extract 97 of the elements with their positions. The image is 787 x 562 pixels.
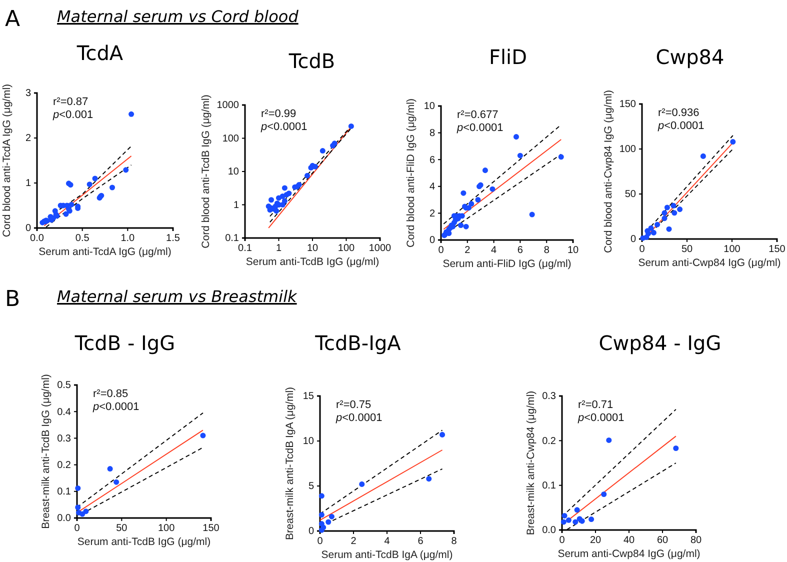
- y-tick-label: 0.4: [57, 406, 72, 418]
- x-tick-label: 2: [350, 536, 357, 548]
- y-tick-label: 10: [228, 166, 240, 178]
- x-tick-label: 0.5: [75, 233, 90, 244]
- x-tick-label: 100: [338, 243, 356, 254]
- y-tick-label: 0.2: [57, 460, 72, 471]
- x-tick-label: 150: [202, 523, 220, 534]
- x-axis-title: Serum anti-TcdB IgA (μg/ml): [321, 549, 453, 561]
- y-axis-title: Breast-milk anti-TcdB IgA (μg/ml): [284, 386, 296, 540]
- annotation: p<0.0001: [335, 412, 382, 424]
- chart-title: FliD: [488, 45, 528, 69]
- x-tick-label: 2: [464, 245, 471, 256]
- y-tick-label: 1: [233, 200, 240, 211]
- annotation: r²=0.99: [261, 108, 296, 120]
- x-axis-title: Serum anti-TcdA IgG (μg/ml): [38, 246, 172, 258]
- y-tick-label: 0.2: [542, 436, 556, 447]
- y-tick-label: 5: [308, 481, 314, 492]
- y-tick-label: 150: [619, 99, 636, 110]
- text: Maternal serum vs Breastmilk: [57, 287, 298, 306]
- x-tick-label: 0: [559, 535, 566, 546]
- annotation: r²=0.677: [457, 109, 498, 121]
- y-tick-label: 100: [222, 133, 240, 144]
- y-axis-title: Cord blood anti-TcdB IgG (μg/ml): [200, 94, 212, 248]
- y-tick-label: 0: [25, 223, 32, 234]
- x-axis-title: Serum anti-Cwp84 IgG (μg/ml): [638, 257, 781, 269]
- y-axis-title: Breast-milk anti-Cwp84 (μg/ml): [525, 390, 538, 536]
- x-tick-label: 0: [639, 244, 646, 256]
- chart-title: Cwp84: [656, 45, 724, 69]
- chart-title: TcdB-IgA: [314, 331, 402, 355]
- annotation: p<0.0001: [92, 401, 140, 413]
- x-tick-label: 150: [768, 244, 786, 256]
- annotation: p<0.001: [52, 109, 94, 121]
- y-tick-label: 3: [25, 88, 32, 100]
- annotation: p<0.0001: [456, 122, 504, 134]
- x-tick-label: 8: [451, 536, 458, 548]
- annotation: p<0.0001: [577, 412, 624, 424]
- y-tick-label: 1000: [216, 100, 240, 112]
- x-tick-label: 1.0: [120, 233, 136, 244]
- x-tick-label: 100: [158, 523, 176, 534]
- x-tick-label: 50: [681, 244, 693, 256]
- y-axis-title: Cord blood anti-Cwp84 IgG (μg/ml): [602, 90, 614, 254]
- y-tick-label: 0.0: [57, 513, 72, 524]
- x-tick-label: 100: [724, 244, 741, 256]
- y-axis-title: Cord blood anti-TcdA IgG (μg/ml): [1, 84, 13, 238]
- annotation: r²=0.85: [93, 388, 128, 400]
- annotation: r²=0.71: [578, 399, 614, 411]
- y-tick-label: 0.3: [57, 433, 72, 444]
- x-tick-label: 4: [384, 536, 390, 548]
- chart-title: TcdA: [76, 41, 124, 65]
- x-tick-label: 6: [418, 536, 424, 548]
- annotation: r²=0.936: [658, 107, 700, 119]
- chart-title: Cwp84 - IgG: [598, 331, 722, 355]
- x-axis-title: Serum anti-FliD IgG (μg/ml): [442, 258, 572, 270]
- y-tick-label: 2: [429, 208, 436, 220]
- y-tick-label: 0.1: [542, 480, 556, 492]
- y-tick-label: 0.3: [542, 391, 556, 402]
- y-axis-title: Breast-milk anti-TcdB IgG (μg/ml): [40, 374, 52, 529]
- y-tick-label: 50: [624, 189, 636, 200]
- y-tick-label: 6: [429, 154, 436, 166]
- y-tick-label: 10: [424, 101, 436, 112]
- x-tick-label: 40: [623, 535, 635, 546]
- x-tick-label: 60: [656, 535, 668, 546]
- text: A: [5, 7, 20, 32]
- chart-title: TcdB: [288, 49, 336, 73]
- text: Maternal serum vs Cord blood: [57, 7, 300, 26]
- y-tick-label: 100: [619, 144, 636, 156]
- chart-title: TcdB - IgG: [74, 331, 176, 355]
- x-tick-label: 80: [690, 535, 702, 546]
- x-axis-title: Serum anti-Cwp84 IgG (μg/ml): [558, 548, 700, 560]
- annotation: p<0.0001: [657, 120, 704, 132]
- x-tick-label: 1.5: [166, 233, 180, 244]
- x-tick-label: 1000: [368, 243, 392, 254]
- annotation: r²=0.75: [336, 399, 372, 411]
- x-tick-label: 6: [517, 245, 524, 256]
- x-tick-label: 50: [116, 523, 128, 534]
- x-tick-label: 0: [317, 536, 324, 548]
- x-tick-label: 0: [438, 245, 444, 256]
- y-tick-label: 2: [25, 133, 32, 144]
- x-tick-label: 10: [567, 245, 579, 256]
- y-axis-title: Cord blood anti-FliD IgG (μg/ml): [405, 98, 417, 248]
- x-tick-label: 0: [74, 523, 80, 534]
- y-tick-label: 8: [429, 128, 436, 139]
- y-tick-label: 0.1: [57, 486, 72, 498]
- x-axis-title: Serum anti-TcdB IgG (μg/ml): [246, 256, 380, 268]
- y-tick-label: 0.5: [57, 380, 72, 392]
- x-tick-label: 4: [491, 245, 498, 256]
- y-tick-label: 15: [302, 391, 314, 402]
- annotation: r²=0.87: [53, 96, 88, 108]
- x-tick-label: 0.1: [238, 243, 252, 254]
- y-tick-label: 10: [302, 436, 314, 448]
- x-axis-title: Serum anti-TcdB IgG (μg/ml): [77, 536, 211, 548]
- text: B: [5, 287, 20, 312]
- y-tick-label: 4: [429, 182, 436, 193]
- x-tick-label: 1: [276, 243, 282, 254]
- y-tick-label: 1: [25, 178, 32, 190]
- x-tick-label: 20: [590, 535, 602, 546]
- annotation: p<0.0001: [260, 121, 308, 133]
